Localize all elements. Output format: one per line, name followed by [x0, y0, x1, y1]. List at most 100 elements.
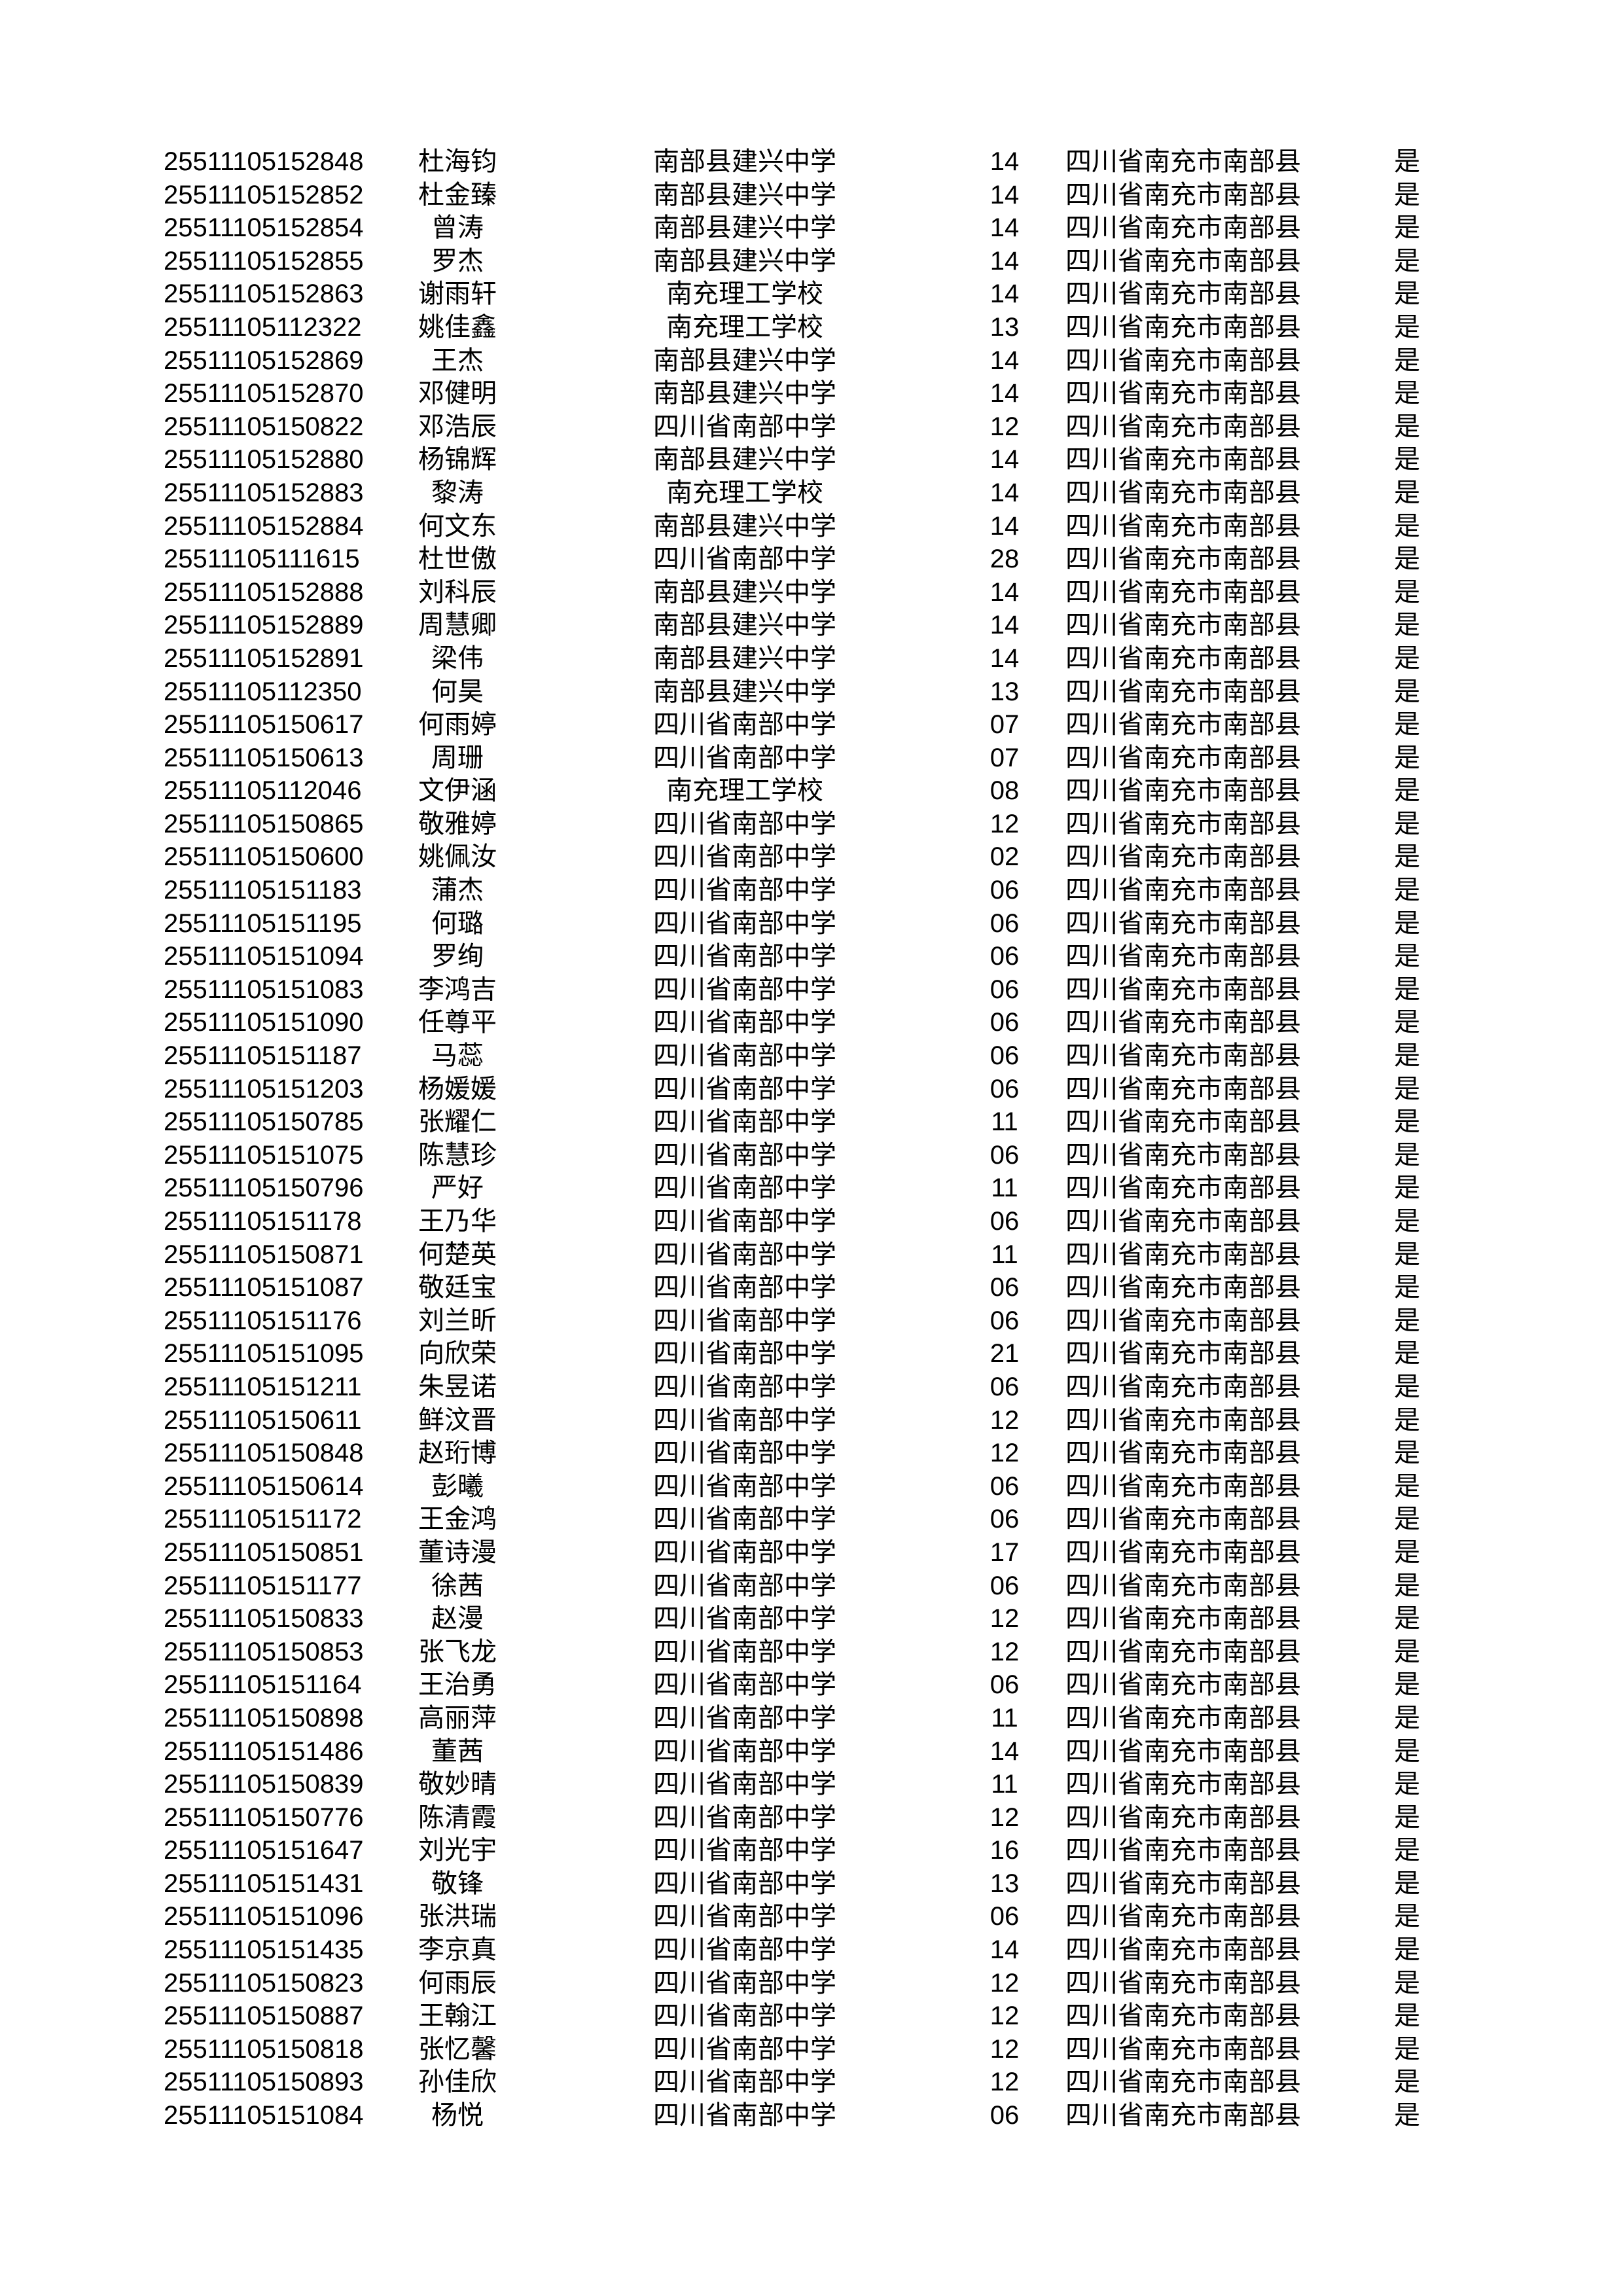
- eligible-flag-cell: 是: [1394, 2034, 1420, 2064]
- school-cell: 南部县建兴中学: [653, 180, 836, 209]
- region-cell: 四川省南充市南部县: [1065, 1836, 1301, 1865]
- eligible-flag-cell: 是: [1394, 1604, 1420, 1634]
- exam-id-cell: 25511105152889: [164, 611, 364, 640]
- grade-code-cell: 12: [990, 412, 1020, 441]
- grade-code-cell: 06: [990, 1008, 1020, 1037]
- student-name-cell: 敬妙晴: [418, 1770, 497, 1799]
- student-name-cell: 赵漫: [431, 1604, 484, 1634]
- table-row: 25511105150823 何雨辰 四川省南部中学 12 四川省南充市南部县 是: [0, 1967, 1623, 2000]
- student-name-cell: 王乃华: [418, 1207, 497, 1236]
- school-cell: 四川省南部中学: [653, 1571, 836, 1600]
- table-row: 25511105112322 姚佳鑫 南充理工学校 13 四川省南充市南部县 是: [0, 311, 1623, 344]
- exam-id-cell: 25511105111615: [164, 545, 360, 574]
- student-name-cell: 高丽萍: [418, 1703, 497, 1732]
- table-row: 25511105150614 彭曦 四川省南部中学 06 四川省南充市南部县 是: [0, 1470, 1623, 1503]
- eligible-flag-cell: 是: [1394, 809, 1420, 838]
- grade-code-cell: 06: [990, 876, 1020, 905]
- eligible-flag-cell: 是: [1394, 1207, 1420, 1236]
- school-cell: 南部县建兴中学: [653, 147, 836, 176]
- student-list-table: 25511105152848 杜海钧 南部县建兴中学 14 四川省南充市南部县是 2551…: [0, 145, 1623, 2132]
- school-cell: 四川省南部中学: [653, 412, 836, 441]
- eligible-flag-cell: 是: [1394, 1537, 1420, 1567]
- table-row: 25511105151090 任尊平 四川省南部中学 06 四川省南充市南部县 是: [0, 1006, 1623, 1039]
- eligible-flag-cell: 是: [1394, 1240, 1420, 1269]
- school-cell: 南部县建兴中学: [653, 379, 836, 408]
- school-cell: 四川省南部中学: [653, 1107, 836, 1137]
- exam-id-cell: 25511105151177: [164, 1571, 362, 1600]
- exam-id-cell: 25511105151083: [164, 975, 364, 1004]
- school-cell: 四川省南部中学: [653, 2034, 836, 2064]
- eligible-flag-cell: 是: [1394, 643, 1420, 673]
- table-row: 25511105150851 董诗漫 四川省南部中学 17 四川省南充市南部县 是: [0, 1536, 1623, 1570]
- student-name-cell: 王杰: [431, 346, 484, 375]
- grade-code-cell: 14: [990, 611, 1020, 640]
- region-cell: 四川省南充市南部县: [1065, 1902, 1301, 1931]
- eligible-flag-cell: 是: [1394, 279, 1420, 309]
- region-cell: 四川省南充市南部县: [1065, 876, 1301, 905]
- exam-id-cell: 25511105150776: [164, 1803, 364, 1832]
- student-name-cell: 陈清霞: [418, 1803, 497, 1832]
- region-cell: 四川省南充市南部县: [1065, 1372, 1301, 1401]
- student-name-cell: 周珊: [431, 743, 484, 772]
- grade-code-cell: 06: [990, 1140, 1020, 1170]
- region-cell: 四川省南充市南部县: [1065, 1770, 1301, 1799]
- grade-code-cell: 14: [990, 577, 1020, 607]
- student-name-cell: 杜海钧: [418, 147, 497, 176]
- exam-id-cell: 25511105151090: [164, 1008, 364, 1037]
- exam-id-cell: 25511105150617: [164, 710, 364, 740]
- grade-code-cell: 12: [990, 1405, 1020, 1435]
- student-name-cell: 姚佩汝: [418, 842, 497, 872]
- table-row: 25511105152863 谢雨轩 南充理工学校 14 四川省南充市南部县 是: [0, 278, 1623, 311]
- school-cell: 四川省南部中学: [653, 1968, 836, 1998]
- exam-id-cell: 25511105151647: [164, 1836, 364, 1865]
- region-cell: 四川省南充市南部县: [1065, 1339, 1301, 1369]
- region-cell: 四川省南充市南部县: [1065, 1803, 1301, 1832]
- eligible-flag-cell: 是: [1394, 1107, 1420, 1137]
- grade-code-cell: 14: [990, 213, 1020, 243]
- exam-id-cell: 25511105152884: [164, 511, 364, 541]
- exam-id-cell: 25511105150851: [164, 1537, 364, 1567]
- school-cell: 四川省南部中学: [653, 1372, 836, 1401]
- eligible-flag-cell: 是: [1394, 545, 1420, 574]
- student-name-cell: 赵珩博: [418, 1439, 497, 1468]
- student-name-cell: 何雨辰: [418, 1968, 497, 1998]
- eligible-flag-cell: 是: [1394, 379, 1420, 408]
- exam-id-cell: 25511105112350: [164, 677, 362, 706]
- eligible-flag-cell: 是: [1394, 1041, 1420, 1071]
- student-name-cell: 何楚英: [418, 1240, 497, 1269]
- grade-code-cell: 06: [990, 1074, 1020, 1103]
- eligible-flag-cell: 是: [1394, 1571, 1420, 1600]
- region-cell: 四川省南充市南部县: [1065, 379, 1301, 408]
- student-name-cell: 严好: [431, 1174, 484, 1203]
- table-row: 25511105150848 赵珩博 四川省南部中学 12 四川省南充市南部县 是: [0, 1437, 1623, 1470]
- table-row: 25511105151195 何璐 四川省南部中学 06 四川省南充市南部县 是: [0, 907, 1623, 941]
- grade-code-cell: 13: [990, 1869, 1020, 1898]
- student-name-cell: 董诗漫: [418, 1537, 497, 1567]
- grade-code-cell: 14: [990, 1935, 1020, 1965]
- eligible-flag-cell: 是: [1394, 1902, 1420, 1931]
- region-cell: 四川省南充市南部县: [1065, 511, 1301, 541]
- school-cell: 南部县建兴中学: [653, 643, 836, 673]
- school-cell: 四川省南部中学: [653, 1339, 836, 1369]
- exam-id-cell: 25511105152848: [164, 147, 364, 176]
- eligible-flag-cell: 是: [1394, 1935, 1420, 1965]
- student-name-cell: 朱昱诺: [418, 1372, 497, 1401]
- table-row: 25511105151187 马蕊 四川省南部中学 06 四川省南充市南部县 是: [0, 1039, 1623, 1073]
- table-row: 25511105151084 杨悦 四川省南部中学 06 四川省南充市南部县 是: [0, 2099, 1623, 2132]
- student-name-cell: 何文东: [418, 511, 497, 541]
- grade-code-cell: 02: [990, 842, 1020, 872]
- grade-code-cell: 12: [990, 1803, 1020, 1832]
- table-row: 25511105150839 敬妙晴 四川省南部中学 11 四川省南充市南部县 是: [0, 1768, 1623, 1801]
- table-row: 25511105152869 王杰 南部县建兴中学 14 四川省南充市南部县 是: [0, 344, 1623, 378]
- eligible-flag-cell: 是: [1394, 1306, 1420, 1335]
- school-cell: 四川省南部中学: [653, 1306, 836, 1335]
- table-row: 25511105150613 周珊 四川省南部中学 07 四川省南充市南部县 是: [0, 742, 1623, 775]
- table-row: 25511105151211 朱昱诺 四川省南部中学 06 四川省南充市南部县 是: [0, 1371, 1623, 1404]
- table-row: 25511105150833 赵漫 四川省南部中学 12 四川省南充市南部县 是: [0, 1602, 1623, 1636]
- table-row: 25511105151095 向欣荣 四川省南部中学 21 四川省南充市南部县 是: [0, 1337, 1623, 1371]
- region-cell: 四川省南充市南部县: [1065, 908, 1301, 938]
- student-name-cell: 张耀仁: [418, 1107, 497, 1137]
- school-cell: 四川省南部中学: [653, 1273, 836, 1302]
- eligible-flag-cell: 是: [1394, 710, 1420, 740]
- exam-id-cell: 25511105150839: [164, 1770, 364, 1799]
